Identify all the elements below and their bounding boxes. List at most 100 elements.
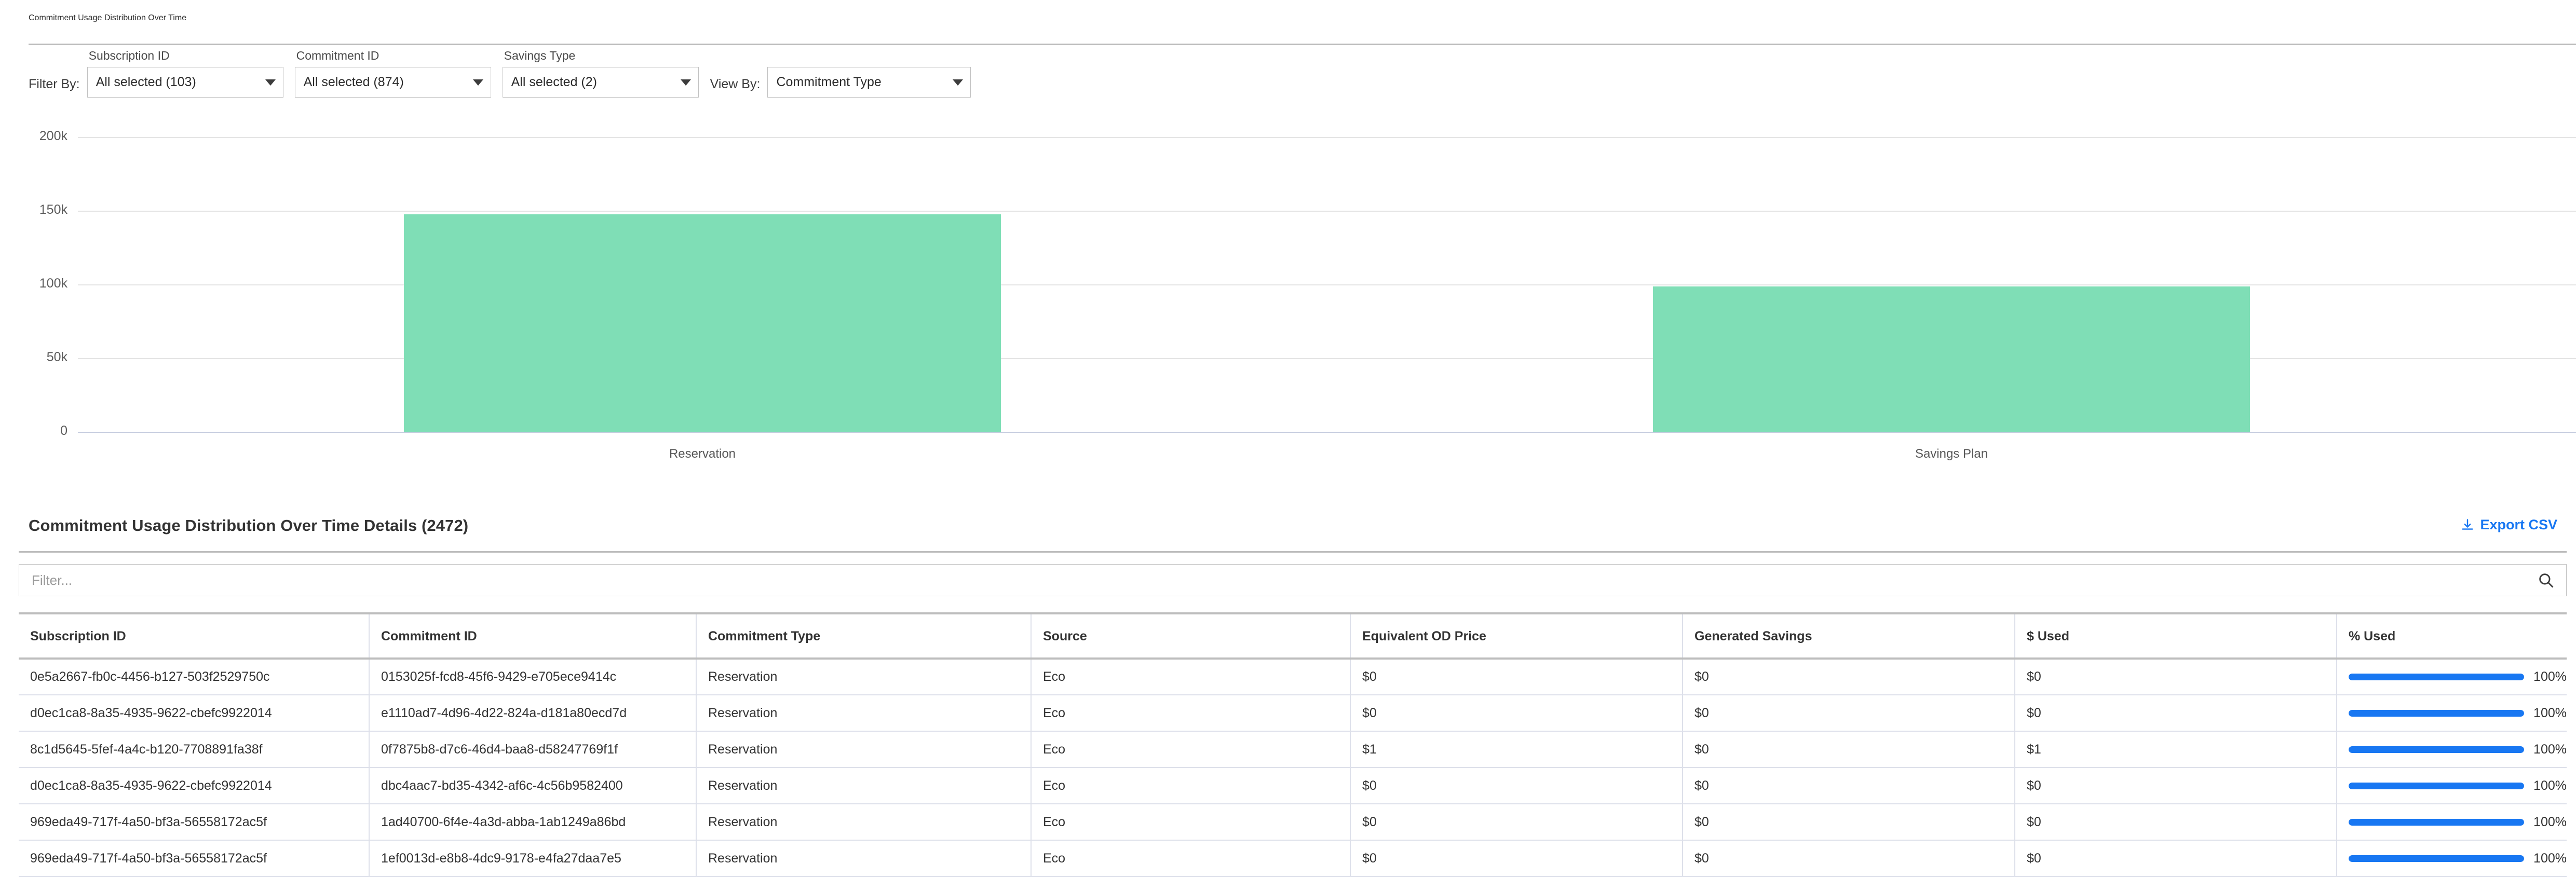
column-header-subscription-id[interactable]: Subscription ID	[19, 613, 369, 659]
export-csv-label: Export CSV	[2480, 517, 2557, 532]
column-header-generated-savings[interactable]: Generated Savings	[1682, 613, 2015, 659]
table-header-row: Subscription ID Commitment ID Commitment…	[19, 613, 2567, 659]
view-by-select[interactable]: Commitment Type	[767, 67, 971, 98]
cell-percent-used: 100%	[2336, 731, 2567, 768]
usage-progress-bar	[2349, 782, 2525, 789]
usage-progress-bar	[2349, 674, 2525, 680]
filter-savings-type-select[interactable]: All selected (2)	[502, 67, 699, 98]
y-tick-label: 150k	[39, 202, 67, 217]
column-header-equivalent-od-price[interactable]: Equivalent OD Price	[1350, 613, 1683, 659]
filter-commitment-id-caption: Commitment ID	[296, 49, 379, 62]
cell-equivalent-od-price: $0	[1350, 768, 1683, 804]
view-by-caption-spacer	[769, 49, 971, 63]
cell-subscription-id: d0ec1ca8-8a35-4935-9622-cbefc9922014	[19, 695, 369, 732]
gridline-100k	[78, 284, 2576, 285]
usage-percent-label: 100%	[2533, 851, 2567, 866]
cell-percent-used: 100%	[2336, 695, 2567, 732]
usage-progress-bar	[2349, 818, 2525, 826]
bar-savings-plan[interactable]	[1652, 286, 2250, 432]
usage-percent-label: 100%	[2533, 814, 2567, 829]
cell-subscription-id: 969eda49-717f-4a50-bf3a-56558172ac5f	[19, 840, 369, 877]
cell-commitment-type: Reservation	[696, 695, 1031, 732]
cell-source: Eco	[1031, 659, 1350, 695]
filter-by-label: Filter By:	[29, 77, 80, 91]
column-header-source[interactable]: Source	[1031, 613, 1350, 659]
cell-commitment-id: 0153025f-fcd8-45f6-9429-e705ece9414c	[369, 659, 696, 695]
cell-dollars-used: $0	[2014, 804, 2337, 841]
cell-source: Eco	[1031, 804, 1350, 841]
view-by-value: Commitment Type	[776, 75, 882, 89]
filter-subscription-id-caption: Subscription ID	[88, 49, 170, 62]
cell-generated-savings: $0	[1682, 659, 2015, 695]
details-panel-title: Commitment Usage Distribution Over Time …	[29, 516, 469, 535]
bar-chart-plot: 0 50k 100k 150k 200k Reservation Savings Plan	[0, 119, 2576, 462]
cell-commitment-type: Reservation	[696, 731, 1031, 768]
cell-commitment-id: dbc4aac7-bd35-4342-af6c-4c56b9582400	[369, 768, 696, 804]
cell-equivalent-od-price: $0	[1350, 840, 1683, 877]
usage-percent-label: 100%	[2533, 778, 2567, 793]
cell-commitment-type: Reservation	[696, 659, 1031, 695]
bar-reservation[interactable]	[403, 214, 1001, 432]
column-header-commitment-id[interactable]: Commitment ID	[369, 613, 696, 659]
cell-subscription-id: 8c1d5645-5fef-4a4c-b120-7708891fa38f	[19, 731, 369, 768]
y-tick-label: 200k	[39, 129, 67, 143]
table-row[interactable]: d0ec1ca8-8a35-4935-9622-cbefc9922014 e111…	[19, 695, 2567, 732]
details-table: Subscription ID Commitment ID Commitment…	[19, 612, 2567, 877]
cell-commitment-type: Reservation	[696, 768, 1031, 804]
table-row[interactable]: 969eda49-717f-4a50-bf3a-56558172ac5f 1ef0…	[19, 840, 2567, 877]
chart-panel: Commitment Usage Distribution Over Time …	[0, 13, 2576, 462]
filter-savings-type-caption: Savings Type	[504, 49, 576, 62]
filter-savings-type-value: All selected (2)	[511, 75, 597, 89]
cell-commitment-id: 0f7875b8-d7c6-46d4-baa8-d58247769f1f	[369, 731, 696, 768]
cell-dollars-used: $0	[2014, 768, 2337, 804]
table-row[interactable]: 0e5a2667-fb0c-4456-b127-503f2529750c 0153…	[19, 659, 2567, 695]
view-by-label: View By:	[710, 77, 761, 91]
chevron-down-icon	[680, 79, 691, 86]
export-csv-button[interactable]: Export CSV	[2460, 517, 2557, 533]
table-row[interactable]: 8c1d5645-5fef-4a4c-b120-7708891fa38f 0f78…	[19, 731, 2567, 768]
usage-percent-label: 100%	[2533, 705, 2567, 720]
cell-dollars-used: $0	[2014, 659, 2337, 695]
usage-percent-label: 100%	[2533, 669, 2567, 684]
cell-commitment-id: 1ef0013d-e8b8-4dc9-9178-e4fa27daa7e5	[369, 840, 696, 877]
gridline-50k	[78, 358, 2576, 359]
chevron-down-icon	[953, 79, 964, 86]
cell-commitment-type: Reservation	[696, 804, 1031, 841]
cell-source: Eco	[1031, 731, 1350, 768]
cell-equivalent-od-price: $0	[1350, 695, 1683, 732]
usage-percent-label: 100%	[2533, 742, 2567, 757]
gridline-150k	[78, 211, 2576, 212]
chevron-down-icon	[265, 79, 276, 86]
search-icon[interactable]	[2537, 571, 2555, 589]
cell-dollars-used: $0	[2014, 840, 2337, 877]
column-header-commitment-type[interactable]: Commitment Type	[696, 613, 1031, 659]
x-tick-label: Savings Plan	[1915, 447, 1988, 461]
gridline-200k	[78, 137, 2576, 138]
cell-equivalent-od-price: $0	[1350, 659, 1683, 695]
table-filter-field[interactable]	[19, 564, 2567, 596]
filter-subscription-id-select[interactable]: All selected (103)	[87, 67, 283, 98]
cell-generated-savings: $0	[1682, 768, 2015, 804]
table-filter-input[interactable]	[31, 571, 2537, 589]
cell-percent-used: 100%	[2336, 840, 2567, 877]
cell-commitment-id: e1110ad7-4d96-4d22-824a-d181a80ecd7d	[369, 695, 696, 732]
cell-generated-savings: $0	[1682, 731, 2015, 768]
cell-dollars-used: $1	[2014, 731, 2337, 768]
table-row[interactable]: d0ec1ca8-8a35-4935-9622-cbefc9922014 dbc4…	[19, 768, 2567, 804]
filter-subscription-id-group: Subscription ID All selected (103)	[87, 49, 283, 98]
cell-generated-savings: $0	[1682, 695, 2015, 732]
table-row[interactable]: 969eda49-717f-4a50-bf3a-56558172ac5f 1ad4…	[19, 804, 2567, 841]
column-header-percent-used[interactable]: % Used	[2336, 613, 2567, 659]
view-by-group: Commitment Type	[767, 49, 971, 98]
column-header-dollars-used[interactable]: $ Used	[2014, 613, 2337, 659]
cell-subscription-id: 969eda49-717f-4a50-bf3a-56558172ac5f	[19, 804, 369, 841]
chart-panel-title: Commitment Usage Distribution Over Time	[29, 13, 187, 22]
usage-progress-bar	[2349, 709, 2525, 717]
cell-source: Eco	[1031, 768, 1350, 804]
gridline-0	[78, 432, 2576, 433]
cell-generated-savings: $0	[1682, 840, 2015, 877]
table-body: 0e5a2667-fb0c-4456-b127-503f2529750c 0153…	[19, 659, 2567, 877]
cell-generated-savings: $0	[1682, 804, 2015, 841]
filter-commitment-id-select[interactable]: All selected (874)	[294, 67, 491, 98]
cell-commitment-type: Reservation	[696, 840, 1031, 877]
